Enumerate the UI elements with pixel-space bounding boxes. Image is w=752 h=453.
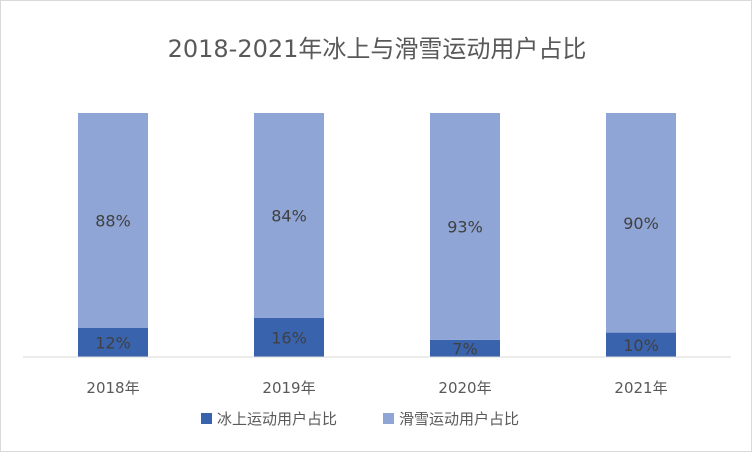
bar-ski-0: [78, 113, 148, 328]
bar-ice-2: [430, 339, 500, 357]
data-label-ski-1: 84%: [271, 206, 307, 225]
data-label-ice-3: 10%: [623, 336, 659, 355]
data-label-ski-2: 93%: [447, 217, 483, 236]
bar-ski-2: [430, 113, 500, 340]
x-tick-label-0: 2018年: [86, 379, 139, 397]
legend-swatch-ski: [383, 413, 394, 424]
bar-ice-3: [606, 332, 676, 357]
bar-ice-1: [254, 317, 324, 357]
x-axis-ticks: 2018年 2019年 2020年 2021年: [86, 379, 667, 397]
legend-label-ski: 滑雪运动用户占比: [399, 410, 519, 428]
x-tick-label-2: 2020年: [438, 379, 491, 397]
data-label-ski-3: 90%: [623, 214, 659, 233]
legend: 冰上运动用户占比 滑雪运动用户占比: [201, 410, 519, 428]
legend-swatch-ice: [201, 413, 212, 424]
bar-ice-0: [78, 327, 148, 357]
data-label-ski-0: 88%: [95, 211, 131, 230]
data-label-ice-2: 7%: [452, 339, 477, 358]
chart-title: 2018-2021年冰上与滑雪运动用户占比: [168, 35, 587, 63]
data-label-ice-1: 16%: [271, 328, 307, 347]
x-tick-label-1: 2019年: [262, 379, 315, 397]
legend-label-ice: 冰上运动用户占比: [217, 410, 337, 428]
bar-ski-3: [606, 113, 676, 333]
data-label-ice-0: 12%: [95, 333, 131, 352]
bars-group: 12% 88% 16% 84% 7% 93% 10% 90%: [78, 113, 676, 358]
bar-ski-1: [254, 113, 324, 318]
x-tick-label-3: 2021年: [614, 379, 667, 397]
